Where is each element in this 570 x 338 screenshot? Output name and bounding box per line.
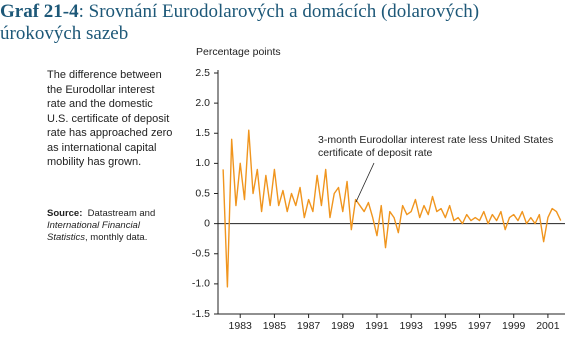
y-tick-label: -1.5: [192, 308, 210, 320]
side-note: The difference between the Eurodollar in…: [47, 69, 173, 168]
source: Source: Datastream and International Fin…: [47, 208, 175, 244]
source-label: Source:: [47, 208, 83, 219]
y-tick-label: 0.5: [195, 187, 210, 199]
annotation-pointer: [355, 162, 375, 203]
x-tick-label: 2001: [536, 320, 560, 332]
annotation: 3-month Eurodollar interest rate less Un…: [318, 134, 554, 159]
title-text: : Srovnání Eurodolarových a domácích (do…: [0, 1, 480, 44]
source-italic: International Financial Statistics: [47, 220, 140, 243]
x-tick-label: 1987: [297, 320, 321, 332]
y-tick-label: 2.0: [195, 97, 210, 109]
x-tick-label: 1989: [331, 320, 355, 332]
y-tick-label: -1.0: [192, 278, 210, 290]
x-tick-label: 1993: [399, 320, 423, 332]
title-number: Graf 21-4: [0, 1, 79, 22]
source-text: Datastream and: [87, 208, 156, 219]
y-tick-label: -0.5: [192, 248, 210, 260]
y-tick-label: 0: [204, 217, 210, 229]
y-axis-label: Percentage points: [196, 46, 281, 58]
title: Graf 21-4: Srovnání Eurodolarových a dom…: [0, 1, 565, 45]
annotation-box: 3-month Eurodollar interest rate less Un…: [318, 134, 554, 159]
x-tick-label: 1985: [263, 320, 287, 332]
x-tick-label: 1999: [502, 320, 526, 332]
y-tick-label: 1.5: [195, 127, 210, 139]
y-tick-label: 2.5: [195, 67, 210, 79]
series-line: [222, 129, 562, 288]
y-tick-label: 1.0: [195, 157, 210, 169]
x-tick-label: 1991: [365, 320, 389, 332]
source-tail: , monthly data.: [85, 232, 148, 243]
x-tick-label: 1983: [229, 320, 253, 332]
x-tick-label: 1995: [434, 320, 458, 332]
x-tick-label: 1997: [468, 320, 492, 332]
